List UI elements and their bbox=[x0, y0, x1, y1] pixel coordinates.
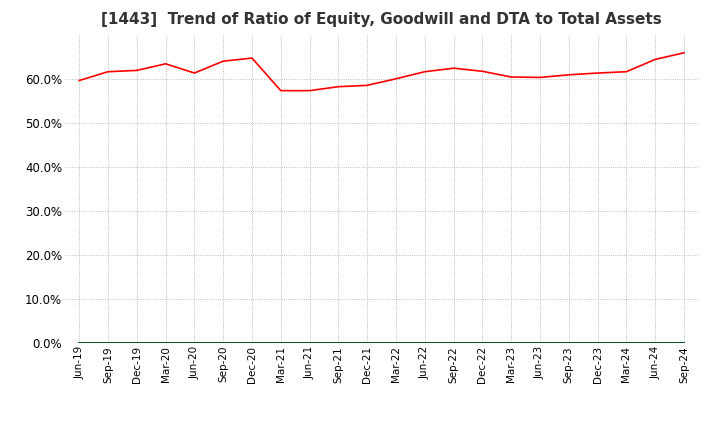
Equity bbox=[132, 68, 141, 73]
Equity bbox=[564, 72, 573, 77]
Equity bbox=[104, 69, 112, 74]
Goodwill bbox=[248, 341, 256, 346]
Goodwill bbox=[622, 341, 631, 346]
Equity bbox=[420, 69, 429, 74]
Goodwill bbox=[132, 341, 141, 346]
Goodwill bbox=[420, 341, 429, 346]
Goodwill bbox=[392, 341, 400, 346]
Equity bbox=[248, 55, 256, 61]
Deferred Tax Assets bbox=[104, 341, 112, 346]
Deferred Tax Assets bbox=[593, 341, 602, 346]
Deferred Tax Assets bbox=[680, 341, 688, 346]
Goodwill bbox=[651, 341, 660, 346]
Equity bbox=[536, 75, 544, 80]
Goodwill bbox=[507, 341, 516, 346]
Goodwill bbox=[190, 341, 199, 346]
Goodwill bbox=[478, 341, 487, 346]
Equity bbox=[219, 59, 228, 64]
Line: Equity: Equity bbox=[79, 53, 684, 91]
Equity bbox=[276, 88, 285, 93]
Goodwill bbox=[334, 341, 343, 346]
Equity bbox=[507, 74, 516, 80]
Equity bbox=[478, 69, 487, 74]
Goodwill bbox=[161, 341, 170, 346]
Deferred Tax Assets bbox=[507, 341, 516, 346]
Deferred Tax Assets bbox=[420, 341, 429, 346]
Equity bbox=[334, 84, 343, 89]
Goodwill bbox=[536, 341, 544, 346]
Equity bbox=[75, 78, 84, 83]
Deferred Tax Assets bbox=[305, 341, 314, 346]
Equity bbox=[363, 83, 372, 88]
Deferred Tax Assets bbox=[478, 341, 487, 346]
Goodwill bbox=[564, 341, 573, 346]
Equity bbox=[449, 66, 458, 71]
Deferred Tax Assets bbox=[651, 341, 660, 346]
Goodwill bbox=[276, 341, 285, 346]
Deferred Tax Assets bbox=[334, 341, 343, 346]
Goodwill bbox=[363, 341, 372, 346]
Goodwill bbox=[104, 341, 112, 346]
Deferred Tax Assets bbox=[536, 341, 544, 346]
Goodwill bbox=[219, 341, 228, 346]
Goodwill bbox=[449, 341, 458, 346]
Deferred Tax Assets bbox=[449, 341, 458, 346]
Deferred Tax Assets bbox=[276, 341, 285, 346]
Deferred Tax Assets bbox=[161, 341, 170, 346]
Equity bbox=[680, 50, 688, 55]
Equity bbox=[651, 57, 660, 62]
Equity bbox=[593, 70, 602, 76]
Deferred Tax Assets bbox=[248, 341, 256, 346]
Deferred Tax Assets bbox=[564, 341, 573, 346]
Title: [1443]  Trend of Ratio of Equity, Goodwill and DTA to Total Assets: [1443] Trend of Ratio of Equity, Goodwil… bbox=[102, 12, 662, 27]
Goodwill bbox=[593, 341, 602, 346]
Deferred Tax Assets bbox=[132, 341, 141, 346]
Equity bbox=[392, 76, 400, 81]
Equity bbox=[190, 70, 199, 76]
Equity bbox=[305, 88, 314, 93]
Deferred Tax Assets bbox=[363, 341, 372, 346]
Deferred Tax Assets bbox=[75, 341, 84, 346]
Goodwill bbox=[305, 341, 314, 346]
Goodwill bbox=[75, 341, 84, 346]
Goodwill bbox=[680, 341, 688, 346]
Deferred Tax Assets bbox=[219, 341, 228, 346]
Deferred Tax Assets bbox=[190, 341, 199, 346]
Equity bbox=[622, 69, 631, 74]
Deferred Tax Assets bbox=[622, 341, 631, 346]
Equity bbox=[161, 61, 170, 66]
Deferred Tax Assets bbox=[392, 341, 400, 346]
